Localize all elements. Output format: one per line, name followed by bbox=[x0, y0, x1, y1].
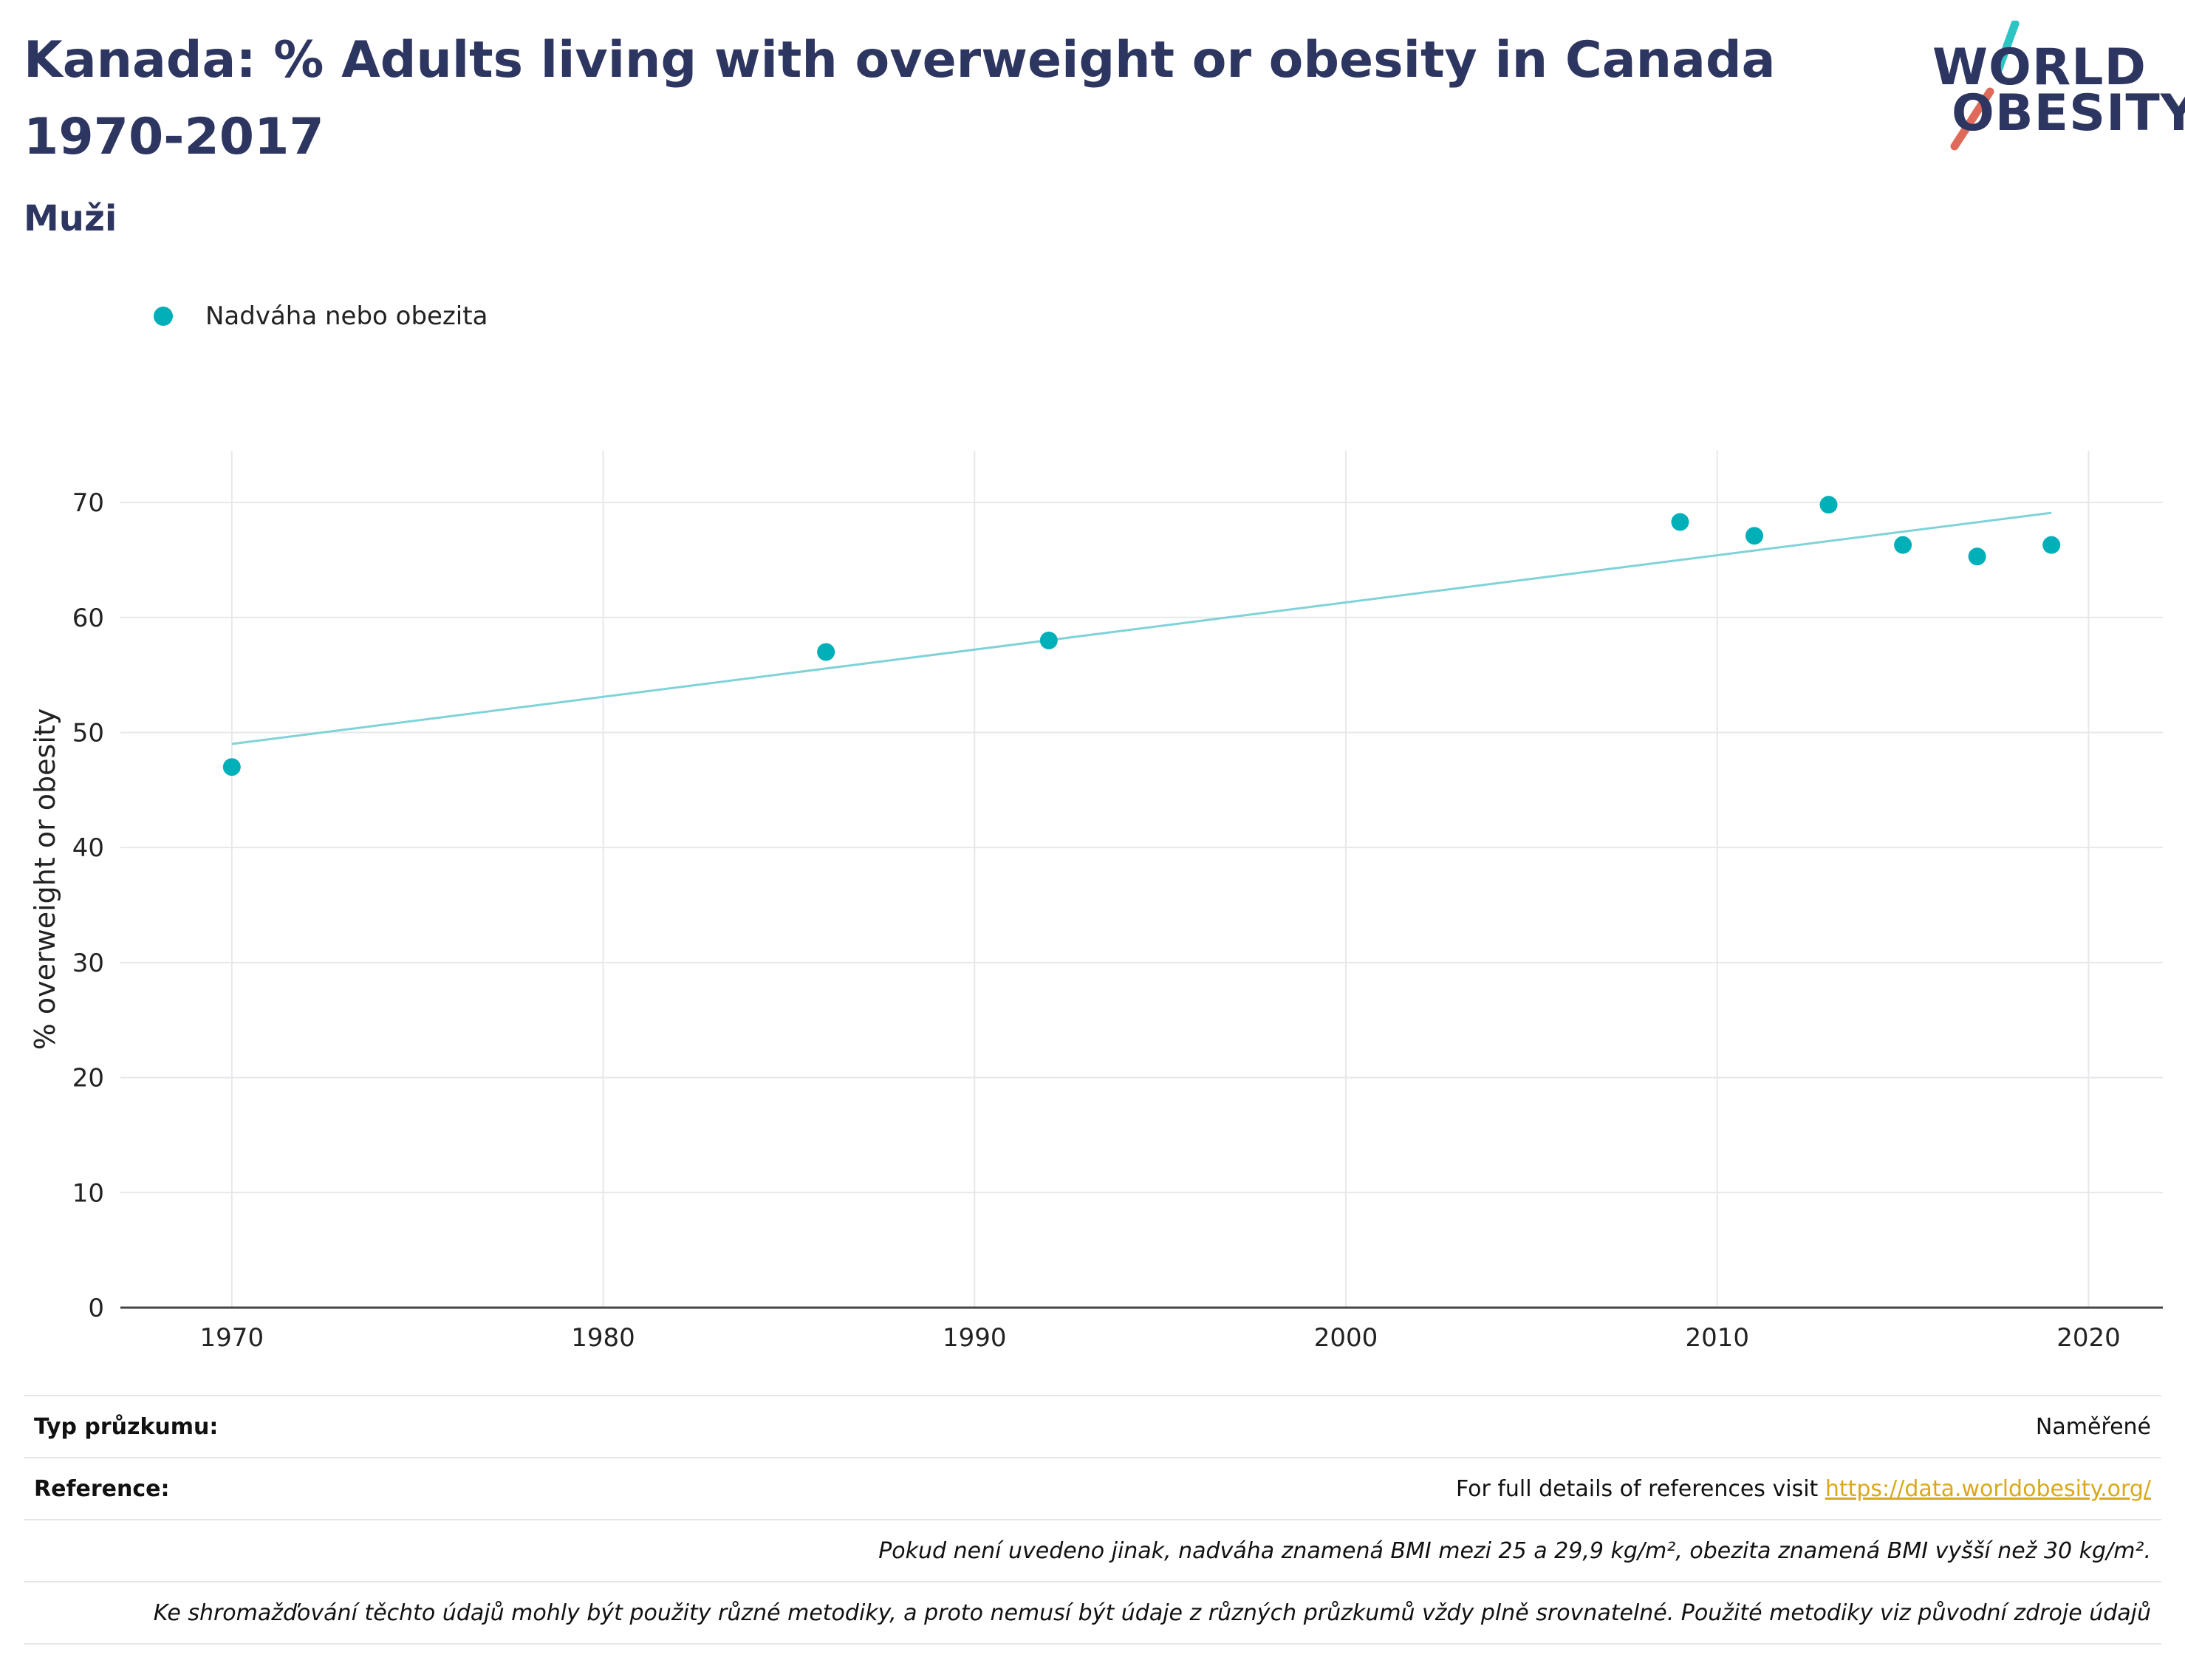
logo-text-world: WORLD bbox=[1932, 38, 2147, 97]
logo-text-obesity: OBESITY bbox=[1952, 84, 2185, 143]
x-tick-label: 2000 bbox=[1314, 1323, 1378, 1353]
bmi-note-row: Pokud není uvedeno jinak, nadváha znamen… bbox=[24, 1520, 2161, 1582]
data-point bbox=[1819, 496, 1838, 514]
x-tick-label: 2020 bbox=[2056, 1323, 2121, 1353]
world-obesity-logo: WORLD OBESITY bbox=[1921, 21, 2185, 161]
y-tick-label: 70 bbox=[72, 488, 104, 518]
y-tick-label: 30 bbox=[72, 949, 104, 978]
survey-type-label: Typ průzkumu: bbox=[34, 1413, 219, 1440]
data-point bbox=[222, 758, 241, 776]
legend-marker bbox=[154, 307, 173, 326]
reference-text: For full details of references visit bbox=[1455, 1475, 1819, 1502]
methodology-note-row: Ke shromažďování těchto údajů mohly být … bbox=[24, 1582, 2161, 1645]
chart-legend: Nadváha nebo obezita bbox=[154, 296, 488, 337]
data-point bbox=[817, 643, 835, 661]
reference-label: Reference: bbox=[34, 1475, 170, 1502]
reference-row: Reference: For full details of reference… bbox=[24, 1458, 2161, 1520]
reference-link[interactable]: https://data.worldobesity.org/ bbox=[1825, 1475, 2151, 1502]
trend-line bbox=[231, 511, 2052, 745]
y-tick-label: 40 bbox=[72, 833, 104, 863]
chart-subtitle: Muži bbox=[24, 198, 117, 239]
y-tick-label: 20 bbox=[72, 1064, 104, 1093]
data-point bbox=[1745, 527, 1763, 545]
chart-title: Kanada: % Adults living with overweight … bbox=[24, 31, 1776, 166]
logo-slash-icon bbox=[1950, 21, 2020, 151]
survey-type-value: Naměřené bbox=[2035, 1413, 2151, 1440]
x-tick-label: 1970 bbox=[200, 1323, 264, 1353]
y-axis-label: % overweight or obesity bbox=[29, 708, 61, 1051]
survey-type-row: Typ průzkumu: Naměřené bbox=[24, 1395, 2161, 1458]
data-point bbox=[1671, 513, 1689, 531]
y-tick-label: 60 bbox=[72, 604, 104, 633]
x-tick-label: 1980 bbox=[571, 1323, 635, 1353]
data-point bbox=[2042, 536, 2061, 554]
x-tick-label: 2010 bbox=[1685, 1323, 1749, 1353]
scatter-chart: 0 10 20 30 40 50 60 70 1970 1980 1990 2000 2010 2020%… bbox=[29, 451, 2163, 1353]
y-tick-label: 50 bbox=[72, 718, 104, 748]
bmi-definition-note: Pokud není uvedeno jinak, nadváha znamen… bbox=[878, 1537, 2151, 1564]
methodology-note: Ke shromažďování těchto údajů mohly být … bbox=[153, 1599, 2151, 1626]
data-point bbox=[1039, 631, 1058, 649]
y-tick-label: 10 bbox=[72, 1178, 104, 1208]
data-point bbox=[1968, 547, 1986, 566]
y-tick-label: 0 bbox=[88, 1294, 104, 1323]
x-tick-label: 1990 bbox=[943, 1323, 1007, 1353]
data-point bbox=[1894, 536, 1912, 554]
chart-footer: Typ průzkumu: Naměřené Reference: For fu… bbox=[24, 1395, 2161, 1645]
reference-value: For full details of references visit htt… bbox=[1456, 1476, 2151, 1502]
legend-label: Nadváha nebo obezita bbox=[205, 301, 488, 331]
